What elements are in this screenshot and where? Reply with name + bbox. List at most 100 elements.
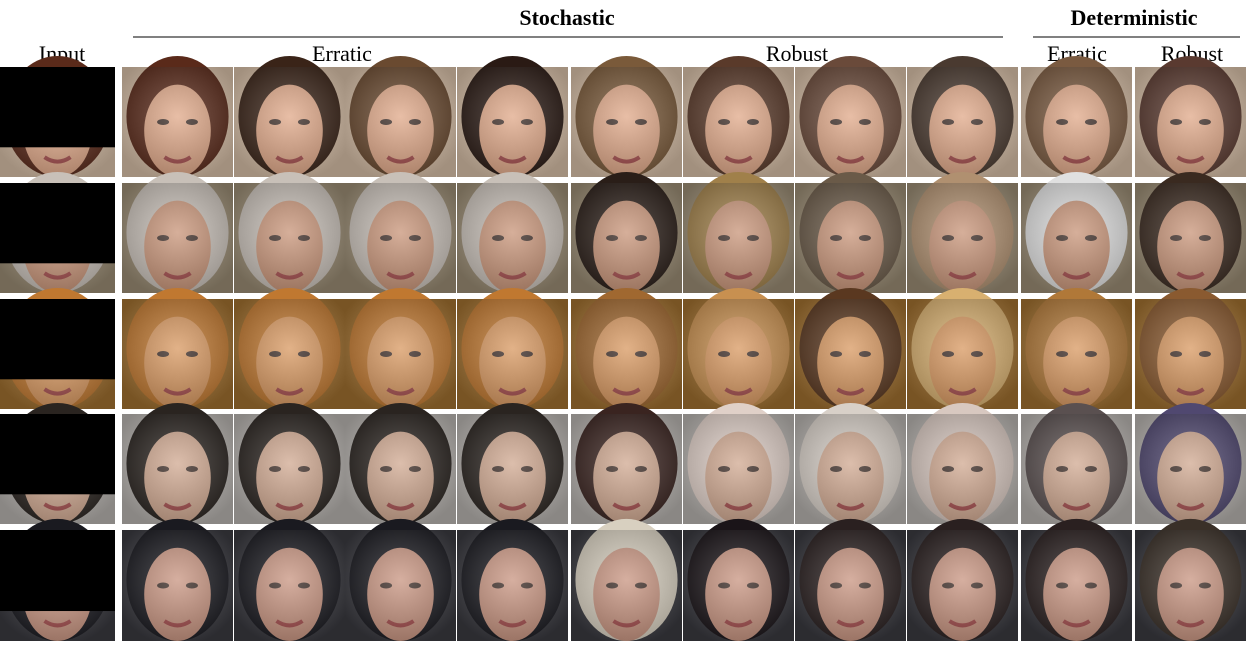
- face-image: [1021, 403, 1132, 524]
- shading: [457, 414, 568, 524]
- face-image: [683, 288, 794, 409]
- face-image: [345, 518, 456, 641]
- shading: [457, 183, 568, 293]
- column-label: Erratic: [312, 41, 372, 66]
- shading: [457, 299, 568, 409]
- shading: [571, 414, 682, 524]
- face-image: [122, 288, 233, 409]
- face-image: [122, 172, 233, 293]
- face-image: [1135, 288, 1246, 409]
- face-image: [0, 172, 115, 293]
- mask: [0, 299, 115, 380]
- face-image: [457, 172, 568, 293]
- face-image: [1021, 518, 1132, 641]
- face-image: [1135, 172, 1246, 293]
- shading: [795, 299, 906, 409]
- shading: [571, 183, 682, 293]
- shading: [234, 299, 345, 409]
- shading: [907, 299, 1018, 409]
- face-image: [795, 518, 906, 641]
- face-image: [571, 403, 682, 524]
- shading: [1135, 414, 1246, 524]
- shading: [345, 67, 456, 177]
- column-label: Robust: [766, 41, 828, 66]
- face-image: [683, 56, 794, 177]
- shading: [795, 530, 906, 641]
- face-image: [1135, 403, 1246, 524]
- face-image: [683, 518, 794, 641]
- shading: [683, 414, 794, 524]
- face-image: [345, 403, 456, 524]
- shading: [907, 67, 1018, 177]
- shading: [907, 414, 1018, 524]
- face-image: [571, 56, 682, 177]
- shading: [795, 414, 906, 524]
- shading: [571, 299, 682, 409]
- shading: [907, 530, 1018, 641]
- shading: [1021, 414, 1132, 524]
- face-image: [345, 56, 456, 177]
- shading: [122, 299, 233, 409]
- shading: [234, 183, 345, 293]
- mask: [0, 67, 115, 148]
- face-image: [234, 172, 345, 293]
- shading: [683, 299, 794, 409]
- face-image: [795, 288, 906, 409]
- face-image: [345, 172, 456, 293]
- face-image: [0, 288, 115, 409]
- shading: [1135, 67, 1246, 177]
- face-image: [457, 56, 568, 177]
- shading: [122, 67, 233, 177]
- face-image: [907, 56, 1018, 177]
- shading: [122, 183, 233, 293]
- shading: [907, 183, 1018, 293]
- face-image: [1021, 56, 1132, 177]
- face-image: [1135, 56, 1246, 177]
- shading: [122, 530, 233, 641]
- shading: [571, 67, 682, 177]
- face-image: [0, 56, 115, 177]
- shading: [345, 414, 456, 524]
- shading: [1135, 530, 1246, 641]
- shading: [1135, 183, 1246, 293]
- face-image: [795, 403, 906, 524]
- face-image: [795, 56, 906, 177]
- face-image: [234, 56, 345, 177]
- shading: [345, 183, 456, 293]
- shading: [345, 530, 456, 641]
- face-image: [345, 288, 456, 409]
- shading: [683, 530, 794, 641]
- face-image: [1021, 172, 1132, 293]
- face-image: [457, 403, 568, 524]
- face-image: [457, 518, 568, 641]
- mask: [0, 414, 115, 495]
- face-image: [795, 172, 906, 293]
- face-image: [907, 288, 1018, 409]
- shading: [234, 67, 345, 177]
- shading: [1021, 299, 1132, 409]
- shading: [345, 299, 456, 409]
- shading: [234, 530, 345, 641]
- shading: [457, 67, 568, 177]
- shading: [122, 414, 233, 524]
- face-image: [122, 403, 233, 524]
- shading: [683, 183, 794, 293]
- face-image: [571, 518, 682, 641]
- group-title: Stochastic: [519, 5, 615, 30]
- face-image: [234, 288, 345, 409]
- mask: [0, 530, 115, 612]
- face-image: [571, 172, 682, 293]
- face-image: [0, 518, 115, 641]
- face-image: [907, 172, 1018, 293]
- face-image: [907, 403, 1018, 524]
- face-image: [122, 518, 233, 641]
- face-image: [234, 518, 345, 641]
- face-image: [571, 288, 682, 409]
- mask: [0, 183, 115, 264]
- group-title: Deterministic: [1070, 5, 1197, 30]
- face-image: [457, 288, 568, 409]
- shading: [457, 530, 568, 641]
- face-image: [907, 518, 1018, 641]
